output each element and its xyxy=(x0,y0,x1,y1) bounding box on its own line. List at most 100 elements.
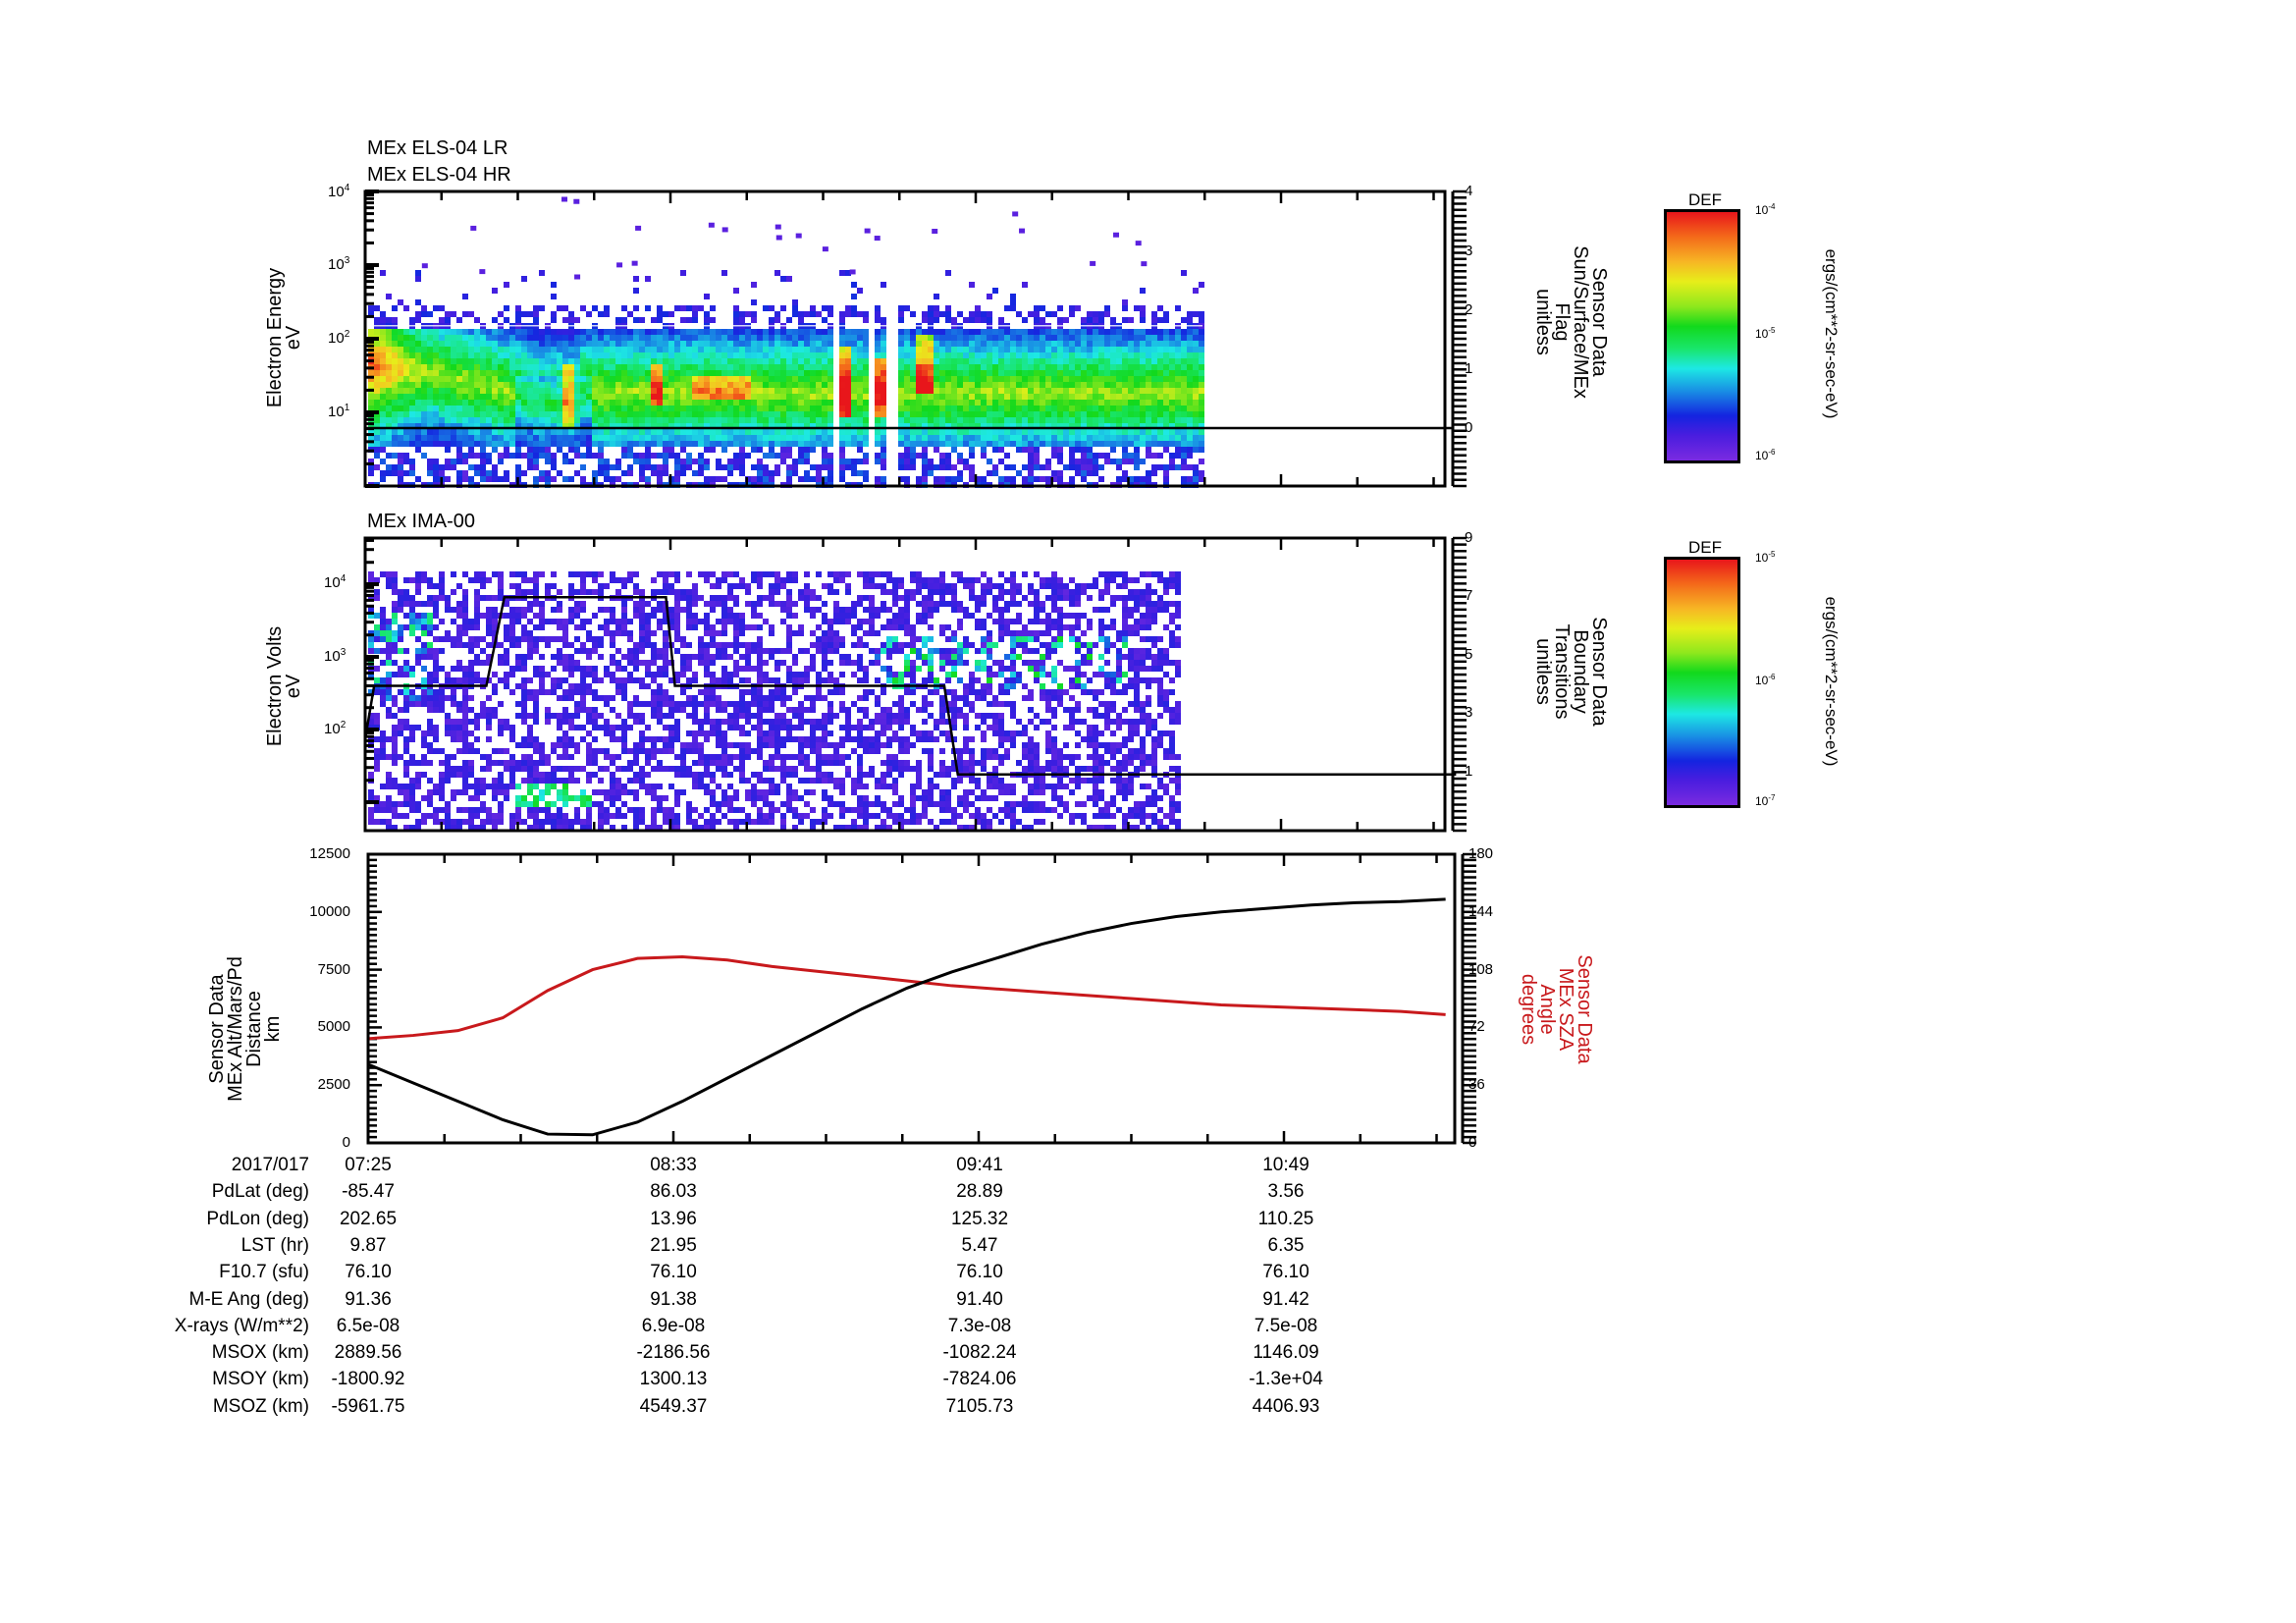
bottom-ytick-2500: 2500 xyxy=(317,1076,350,1093)
bottom-ytick-12500: 12500 xyxy=(309,845,350,862)
top-panel-title-hr: MEx ELS-04 HR xyxy=(367,164,511,186)
middle-ytick-1e2: 102 xyxy=(324,720,347,737)
top-right-axis-label-line1: Sensor Data xyxy=(1588,267,1610,377)
table-cell: 6.9e-08 xyxy=(641,1315,706,1336)
middle-colorbar xyxy=(1664,557,1740,808)
bottom-rtick-108: 108 xyxy=(1468,961,1494,978)
table-cell: 5.47 xyxy=(961,1234,998,1256)
table-cell: 91.42 xyxy=(1262,1288,1309,1310)
table-cell: 9.87 xyxy=(349,1234,387,1256)
middle-rtick-5: 5 xyxy=(1465,646,1473,663)
top-rtick-4: 4 xyxy=(1465,183,1473,199)
bottom-ytick-0: 0 xyxy=(342,1134,350,1151)
table-cell: 4406.93 xyxy=(1252,1395,1320,1417)
middle-colorbar-unit: ergs/(cm**2-sr-sec-eV) xyxy=(1822,596,1841,767)
bottom-right-axis-label-line1: Sensor Data xyxy=(1574,954,1595,1064)
table-row-label: MSOX (km) xyxy=(211,1342,309,1364)
top-rtick-1: 1 xyxy=(1465,360,1473,377)
middle-right-axis-label-line2: Boundary xyxy=(1570,629,1591,714)
table-cell: 7.5e-08 xyxy=(1254,1315,1318,1336)
table-row-label: MSOY (km) xyxy=(212,1369,309,1390)
table-cell: 28.89 xyxy=(956,1181,1003,1203)
table-cell: 76.10 xyxy=(650,1262,697,1283)
middle-colorbar-mid: 10-6 xyxy=(1755,673,1776,687)
table-row-label: F10.7 (sfu) xyxy=(219,1262,309,1283)
table-cell: 08:33 xyxy=(650,1155,697,1175)
table-cell: 1300.13 xyxy=(639,1369,708,1390)
table-cell: 6.35 xyxy=(1267,1234,1305,1256)
table-cell: -5961.75 xyxy=(331,1395,405,1417)
middle-rtick-7: 7 xyxy=(1465,587,1473,604)
table-cell: 110.25 xyxy=(1257,1208,1314,1229)
top-rtick-0: 0 xyxy=(1465,419,1473,436)
table-cell: -1800.92 xyxy=(331,1369,405,1390)
middle-panel-title: MEx IMA-00 xyxy=(367,511,476,532)
table-cell: 202.65 xyxy=(339,1208,398,1229)
table-cell: 86.03 xyxy=(650,1181,697,1203)
table-cell: 91.36 xyxy=(345,1288,392,1310)
table-cell: 7.3e-08 xyxy=(947,1315,1012,1336)
table-row-label: LST (hr) xyxy=(240,1234,309,1256)
middle-left-axis-label: Electron Volts eV xyxy=(264,578,304,794)
table-row-label: X-rays (W/m**2) xyxy=(174,1315,309,1336)
top-ytick-1e1: 101 xyxy=(328,403,350,420)
middle-right-axis-label-line3: Transitions xyxy=(1551,623,1573,720)
table-cell: -2186.56 xyxy=(636,1342,711,1364)
table-cell: -85.47 xyxy=(342,1181,395,1203)
table-cell: 07:25 xyxy=(345,1155,392,1175)
bottom-rtick-36: 36 xyxy=(1468,1076,1485,1093)
table-cell: 09:41 xyxy=(956,1155,1003,1175)
top-colorbar xyxy=(1664,209,1740,463)
top-colorbar-min: 10-6 xyxy=(1755,448,1776,462)
top-ytick-1e3: 103 xyxy=(328,255,350,273)
bottom-right-axis-label-line3: Angle xyxy=(1536,984,1558,1035)
top-rtick-2: 2 xyxy=(1465,301,1473,318)
middle-rtick-9: 9 xyxy=(1465,529,1473,546)
middle-colorbar-max: 10-5 xyxy=(1755,550,1776,565)
table-cell: 91.40 xyxy=(956,1288,1003,1310)
table-cell: 76.10 xyxy=(1262,1262,1309,1283)
table-cell: 21.95 xyxy=(650,1234,697,1256)
table-cell: 76.10 xyxy=(956,1262,1003,1283)
table-cell: 125.32 xyxy=(950,1208,1009,1229)
table-cell: -1082.24 xyxy=(942,1342,1017,1364)
top-colorbar-unit: ergs/(cm**2-sr-sec-eV) xyxy=(1822,248,1841,419)
top-rtick-3: 3 xyxy=(1465,243,1473,259)
top-right-axis-label: Sensor Data Sun/Surface/MEx Flag unitles… xyxy=(1532,204,1610,440)
bottom-ytick-10000: 10000 xyxy=(309,903,350,920)
table-cell: -7824.06 xyxy=(942,1369,1017,1390)
table-cell: 76.10 xyxy=(345,1262,392,1283)
top-ytick-1e2: 102 xyxy=(328,329,350,347)
table-cell: 10:49 xyxy=(1262,1155,1309,1175)
bottom-right-axis-label-line4: degrees xyxy=(1518,973,1539,1046)
top-colorbar-title: DEF xyxy=(1688,190,1722,209)
bottom-rtick-0: 0 xyxy=(1468,1134,1477,1151)
table-cell: 2889.56 xyxy=(334,1342,402,1364)
bottom-ytick-7500: 7500 xyxy=(317,961,350,978)
table-row-label: 2017/017 xyxy=(231,1155,309,1175)
table-row-label: MSOZ (km) xyxy=(212,1395,309,1417)
table-cell: 7105.73 xyxy=(945,1395,1014,1417)
top-colorbar-max: 10-4 xyxy=(1755,202,1776,217)
middle-rtick-1: 1 xyxy=(1465,763,1473,780)
bottom-right-axis-label-line2: MEx SZA xyxy=(1555,967,1576,1052)
table-row-label: PdLat (deg) xyxy=(211,1181,309,1203)
table-cell: 13.96 xyxy=(650,1208,697,1229)
middle-right-axis-label: Sensor Data Boundary Transitions unitles… xyxy=(1532,554,1610,789)
table-cell: 91.38 xyxy=(650,1288,697,1310)
top-right-axis-label-line4: unitless xyxy=(1532,289,1554,355)
bottom-left-axis-label-line4: km xyxy=(262,1015,284,1043)
bottom-left-axis-label: Sensor Data MEx Alt/Mars/Pd Distance km xyxy=(206,911,284,1147)
middle-colorbar-min: 10-7 xyxy=(1755,793,1776,808)
middle-left-axis-label-line2: eV xyxy=(283,674,304,699)
middle-ytick-1e4: 104 xyxy=(324,573,347,591)
top-right-axis-label-line2: Sun/Surface/MEx xyxy=(1570,245,1591,399)
table-cell: -1.3e+04 xyxy=(1249,1369,1323,1390)
bottom-rtick-144: 144 xyxy=(1468,903,1494,920)
middle-right-axis-label-line4: unitless xyxy=(1532,638,1554,705)
top-ytick-1e4: 104 xyxy=(328,183,350,200)
middle-rtick-3: 3 xyxy=(1465,704,1473,721)
table-row-label: M-E Ang (deg) xyxy=(188,1288,310,1310)
bottom-ytick-5000: 5000 xyxy=(317,1018,350,1035)
bottom-rtick-180: 180 xyxy=(1468,845,1494,862)
